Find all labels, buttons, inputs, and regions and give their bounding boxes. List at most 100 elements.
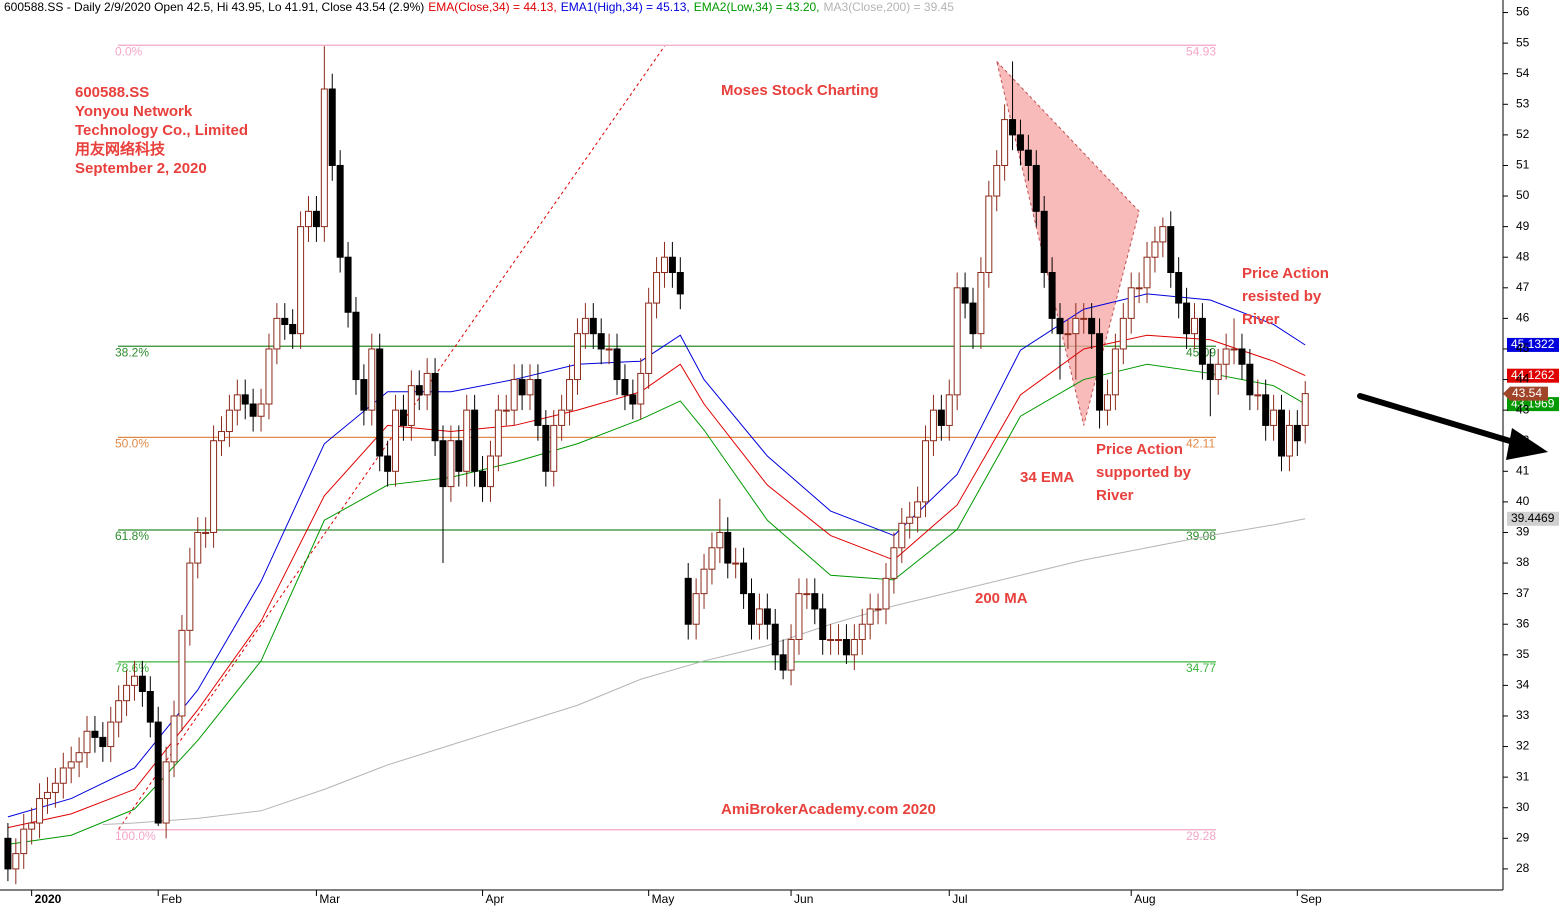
y-tick-label: 35 — [1516, 647, 1530, 661]
candle-body — [186, 562, 194, 631]
candle-body — [748, 593, 755, 625]
candle-body — [1024, 149, 1032, 166]
candle-body — [265, 348, 273, 405]
candle-body — [803, 593, 811, 596]
candle-body — [486, 455, 494, 488]
y-tick-label: 37 — [1516, 586, 1530, 600]
y-tick-label: 50 — [1516, 188, 1530, 202]
candle-body — [518, 379, 526, 396]
x-tick-label: 2020 — [35, 892, 62, 906]
candle-body — [328, 88, 336, 166]
candle-body — [811, 593, 819, 610]
candle-body — [1183, 302, 1191, 335]
candle-body — [1285, 424, 1293, 457]
candle-body — [225, 409, 233, 433]
y-tick-label: 52 — [1516, 127, 1530, 141]
lines-layer — [7, 45, 1306, 845]
candle-body — [890, 547, 898, 579]
fib-percent-label: 100.0% — [115, 829, 156, 843]
annotation: 34 EMA — [1020, 469, 1074, 486]
candle-body — [305, 210, 313, 228]
candle-body — [708, 547, 716, 570]
candle-body — [415, 385, 423, 396]
candle-body — [692, 593, 700, 625]
candle-body — [922, 440, 930, 503]
candle-body — [1096, 333, 1104, 411]
candle-body — [502, 409, 510, 412]
y-tick-label: 28 — [1516, 861, 1530, 875]
candle-body — [961, 287, 969, 304]
y-tick-label: 30 — [1516, 800, 1530, 814]
candle-body — [257, 403, 265, 417]
fib-value-label: 29.28 — [1186, 829, 1216, 843]
fib-percent-label: 38.2% — [115, 345, 149, 359]
x-tick-label: Apr — [486, 892, 505, 906]
end-value-label: 45.1322 — [1511, 337, 1555, 351]
header-main: 600588.SS - Daily 2/9/2020 Open 42.5, Hi… — [4, 0, 424, 14]
fib-value-label: 42.11 — [1186, 437, 1215, 451]
candle-body — [463, 409, 471, 472]
candle-body — [138, 675, 146, 693]
candle-body — [241, 394, 249, 405]
candle-body — [993, 164, 1001, 197]
annotation: Moses Stock Charting — [721, 82, 879, 99]
candle-body — [668, 256, 676, 274]
header-series: EMA1(High,34) = 45.13, — [561, 0, 690, 14]
candle-body — [431, 372, 439, 442]
candle-body — [384, 455, 392, 472]
candle-body — [1080, 317, 1088, 320]
candle-body — [613, 348, 621, 381]
candle-body — [83, 730, 91, 754]
candle-body — [36, 798, 44, 824]
candle-body — [660, 256, 668, 274]
y-tick-label: 32 — [1516, 739, 1530, 753]
candle-body — [455, 440, 463, 472]
y-tick-label: 54 — [1516, 66, 1530, 80]
candle-body — [510, 379, 518, 411]
candle-body — [1175, 272, 1183, 304]
candle-body — [906, 516, 914, 524]
y-tick-label: 43 — [1516, 402, 1530, 416]
candle-body — [985, 195, 993, 274]
candle-body — [28, 822, 36, 830]
candle-body — [1262, 394, 1270, 426]
candle-body — [573, 333, 581, 381]
x-tick-label: Jun — [794, 892, 813, 906]
candle-body — [439, 440, 447, 488]
x-tick-label: Mar — [319, 892, 340, 906]
y-tick-label: 40 — [1516, 494, 1530, 508]
candle-body — [170, 715, 178, 763]
candle-body — [676, 272, 684, 295]
candle-body — [1009, 119, 1017, 136]
fib-layer: 0.0%54.9338.2%45.0950.0%42.1161.8%39.087… — [115, 44, 1216, 842]
header-series: MA3(Close,200) = 39.45 — [824, 0, 955, 14]
candle-body — [67, 761, 75, 769]
candle-body — [1135, 287, 1143, 290]
candle-body — [763, 608, 771, 625]
candle-body — [1119, 317, 1127, 350]
y-tick-label: 42 — [1516, 433, 1530, 447]
candle-body — [716, 531, 724, 549]
candle-body — [1111, 348, 1119, 396]
candle-body — [471, 409, 479, 472]
candle-body — [1127, 287, 1135, 319]
candle-body — [771, 623, 779, 656]
candle-body — [494, 409, 502, 457]
candle-body — [534, 379, 542, 426]
x-tick-label: May — [652, 892, 675, 906]
candle-body — [51, 782, 59, 793]
candle-body — [1143, 256, 1151, 289]
candle-body — [558, 409, 566, 426]
fib-percent-label: 0.0% — [115, 44, 143, 58]
candle-body — [297, 226, 305, 335]
candle-body — [91, 730, 99, 738]
header-series: EMA(Close,34) = 44.13, — [428, 0, 556, 14]
header-series: EMA2(Low,34) = 43.20, — [694, 0, 820, 14]
candle-body — [1278, 409, 1286, 457]
candle-body — [621, 379, 629, 396]
candle-body — [1246, 363, 1254, 396]
candle-body — [115, 700, 123, 723]
candle-body — [423, 372, 431, 396]
annotation: Price Action — [1242, 265, 1329, 282]
